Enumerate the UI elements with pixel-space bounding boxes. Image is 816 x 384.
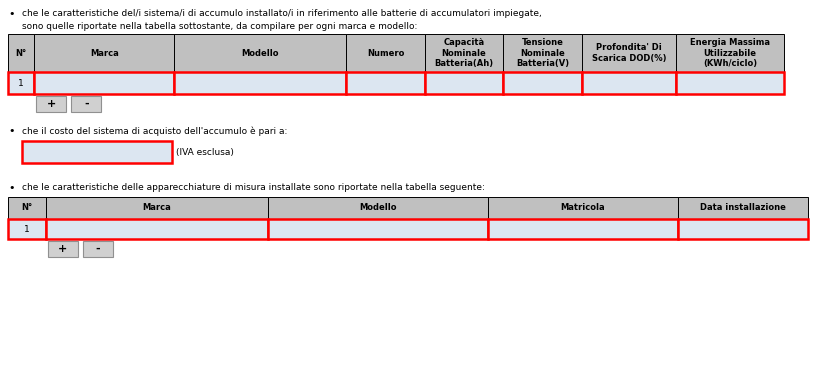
Text: Capacità
Nominale
Batteria(Ah): Capacità Nominale Batteria(Ah) <box>434 38 494 68</box>
Bar <box>37 96 66 112</box>
Text: Numero: Numero <box>367 48 404 58</box>
Bar <box>72 96 101 112</box>
Text: Energia Massima
Utilizzabile
(KWh/ciclo): Energia Massima Utilizzabile (KWh/ciclo) <box>690 38 770 68</box>
Text: Tensione
Nominale
Batteria(V): Tensione Nominale Batteria(V) <box>516 38 569 68</box>
Bar <box>676 34 784 72</box>
Text: Profondita' Di
Scarica DOD(%): Profondita' Di Scarica DOD(%) <box>592 43 666 63</box>
Text: che il costo del sistema di acquisto dell'accumulo è pari a:: che il costo del sistema di acquisto del… <box>22 126 287 136</box>
Text: Modello: Modello <box>242 48 279 58</box>
Bar <box>488 219 677 239</box>
Text: che le caratteristiche del/i sistema/i di accumulo installato/i in riferimento a: che le caratteristiche del/i sistema/i d… <box>22 9 542 18</box>
Bar <box>677 197 808 219</box>
Bar <box>46 219 268 239</box>
Bar <box>425 72 503 94</box>
Bar <box>488 197 677 219</box>
Bar <box>8 34 34 72</box>
Bar <box>268 219 488 239</box>
Text: Marca: Marca <box>90 48 119 58</box>
Text: Data installazione: Data installazione <box>700 204 786 212</box>
Bar <box>582 34 676 72</box>
Text: •: • <box>8 126 15 136</box>
Text: +: + <box>47 99 56 109</box>
Text: N°: N° <box>16 48 27 58</box>
Text: sono quelle riportate nella tabella sottostante, da compilare per ogni marca e m: sono quelle riportate nella tabella sott… <box>22 22 417 31</box>
Bar <box>34 72 175 94</box>
Bar <box>677 219 808 239</box>
Bar <box>175 34 347 72</box>
Bar <box>582 72 676 94</box>
Bar <box>22 141 172 163</box>
Bar <box>8 72 34 94</box>
Bar <box>8 197 46 219</box>
Bar <box>47 241 78 257</box>
Text: 1: 1 <box>24 225 29 233</box>
Bar <box>82 241 113 257</box>
Text: N°: N° <box>21 204 33 212</box>
Text: -: - <box>84 99 89 109</box>
Text: •: • <box>8 183 15 193</box>
Bar <box>425 34 503 72</box>
Text: Marca: Marca <box>143 204 171 212</box>
Bar <box>503 72 582 94</box>
Bar <box>347 72 425 94</box>
Text: •: • <box>8 9 15 19</box>
Bar <box>46 197 268 219</box>
Bar <box>34 34 175 72</box>
Text: Matricola: Matricola <box>561 204 605 212</box>
Text: che le caratteristiche delle apparecchiature di misura installate sono riportate: che le caratteristiche delle apparecchia… <box>22 183 485 192</box>
Text: -: - <box>95 244 100 254</box>
Bar <box>676 72 784 94</box>
Bar <box>347 34 425 72</box>
Bar <box>8 219 46 239</box>
Text: +: + <box>58 244 67 254</box>
Bar <box>175 72 347 94</box>
Text: Modello: Modello <box>359 204 397 212</box>
Text: (IVA esclusa): (IVA esclusa) <box>176 147 234 157</box>
Bar <box>503 34 582 72</box>
Bar <box>268 197 488 219</box>
Text: 1: 1 <box>18 78 24 88</box>
